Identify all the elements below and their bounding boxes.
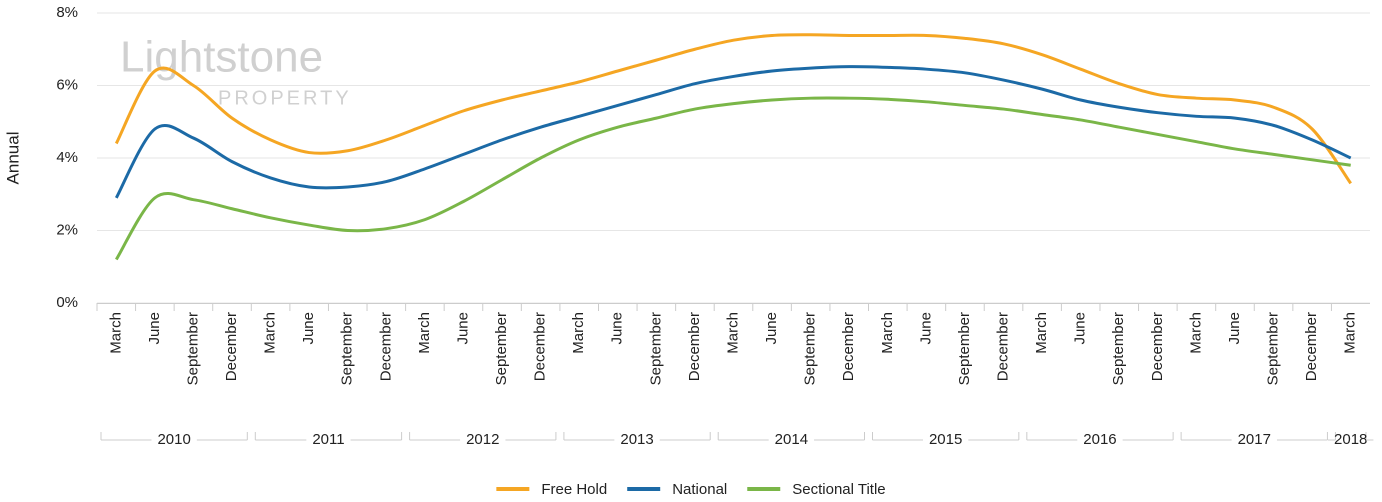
x-tick-label: March <box>570 312 587 354</box>
x-tick-label: December <box>686 312 703 381</box>
y-tick-label: 0% <box>56 294 78 311</box>
x-group-label: 2014 <box>775 431 808 448</box>
x-tick-label: December <box>840 312 857 381</box>
x-tick-label: June <box>300 312 317 345</box>
x-group-label: 2011 <box>312 431 344 448</box>
legend-label: Sectional Title <box>792 481 885 498</box>
y-tick-label: 8% <box>56 4 78 21</box>
x-tick-label: March <box>879 312 896 354</box>
series-line <box>114 65 1352 199</box>
y-tick-label: 4% <box>56 149 78 166</box>
x-tick-label: December <box>223 312 240 381</box>
y-axis-label: Annual <box>3 132 22 185</box>
x-tick-label: March <box>724 312 741 354</box>
watermark: PROPERTY <box>218 87 352 109</box>
x-tick-label: September <box>493 312 510 385</box>
x-group-label: 2017 <box>1238 431 1271 448</box>
x-tick-label: June <box>1226 312 1243 345</box>
x-tick-label: September <box>956 312 973 385</box>
x-tick-label: March <box>262 312 279 354</box>
x-tick-label: December <box>377 312 394 381</box>
x-tick-label: March <box>1187 312 1204 354</box>
x-tick-label: March <box>1033 312 1050 354</box>
x-tick-label: December <box>1303 312 1320 381</box>
x-tick-label: June <box>609 312 626 345</box>
series-line <box>115 96 1351 261</box>
x-tick-label: September <box>339 312 356 385</box>
x-tick-label: March <box>107 312 124 354</box>
x-tick-label: June <box>146 312 163 345</box>
x-tick-label: September <box>1110 312 1127 385</box>
x-tick-label: March <box>416 312 433 354</box>
x-tick-label: March <box>1342 312 1359 354</box>
x-group-label: 2016 <box>1083 431 1116 448</box>
x-group-label: 2015 <box>929 431 962 448</box>
series-line <box>114 33 1352 185</box>
x-group-label: 2010 <box>157 431 190 448</box>
x-tick-label: December <box>532 312 549 381</box>
x-tick-label: June <box>454 312 471 345</box>
x-group-label: 2018 <box>1334 431 1367 448</box>
x-tick-label: June <box>1072 312 1089 345</box>
x-tick-label: September <box>1265 312 1282 385</box>
x-tick-label: June <box>763 312 780 345</box>
x-tick-label: September <box>802 312 819 385</box>
legend-label: National <box>672 481 727 498</box>
x-tick-label: June <box>917 312 934 345</box>
y-tick-label: 2% <box>56 221 78 238</box>
x-tick-label: December <box>994 312 1011 381</box>
x-group-label: 2013 <box>620 431 653 448</box>
x-tick-label: September <box>647 312 664 385</box>
x-tick-label: December <box>1149 312 1166 381</box>
x-group-label: 2012 <box>466 431 499 448</box>
y-tick-label: 6% <box>56 76 78 93</box>
legend-label: Free Hold <box>541 481 607 498</box>
x-tick-label: September <box>184 312 201 385</box>
